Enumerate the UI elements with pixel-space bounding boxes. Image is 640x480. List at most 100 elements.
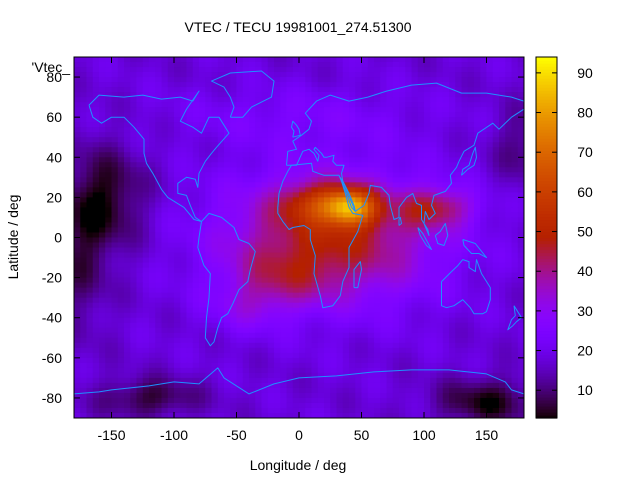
- heatmap-cell: [305, 247, 313, 254]
- heatmap-cell: [280, 282, 288, 289]
- heatmap-cell: [442, 332, 450, 339]
- heatmap-cell: [199, 232, 206, 239]
- heatmap-cell: [292, 192, 300, 198]
- heatmap-cell: [199, 127, 206, 133]
- heatmap-cell: [267, 117, 275, 123]
- heatmap-cell: [386, 347, 394, 354]
- heatmap-cell: [280, 127, 288, 133]
- heatmap-cell: [349, 197, 356, 203]
- heatmap-cell: [480, 322, 488, 329]
- heatmap-cell: [411, 137, 419, 143]
- heatmap-cell: [261, 107, 269, 113]
- heatmap-cell: [142, 92, 150, 98]
- heatmap-cell: [286, 252, 294, 259]
- heatmap-cell: [74, 142, 81, 148]
- heatmap-cell: [161, 197, 169, 203]
- heatmap-cell: [224, 317, 231, 324]
- heatmap-cell: [467, 387, 475, 394]
- heatmap-cell: [311, 282, 319, 289]
- heatmap-cell: [442, 282, 450, 289]
- heatmap-cell: [342, 167, 350, 173]
- heatmap-cell: [449, 212, 456, 219]
- heatmap-cell: [499, 387, 506, 394]
- heatmap-cell: [436, 237, 444, 244]
- heatmap-cell: [117, 372, 125, 379]
- heatmap-cell: [111, 277, 119, 284]
- heatmap-cell: [355, 92, 363, 98]
- heatmap-cell: [211, 67, 219, 73]
- heatmap-cell: [105, 262, 113, 269]
- heatmap-cell: [255, 112, 263, 118]
- heatmap-cell: [405, 82, 413, 88]
- heatmap-cell: [474, 172, 481, 178]
- heatmap-cell: [292, 147, 300, 153]
- heatmap-cell: [367, 202, 375, 209]
- heatmap-cell: [461, 342, 469, 349]
- heatmap-cell: [230, 267, 238, 274]
- heatmap-cell: [117, 82, 125, 88]
- heatmap-cell: [317, 252, 325, 259]
- heatmap-cell: [361, 147, 369, 153]
- heatmap-cell: [361, 282, 369, 289]
- heatmap-cell: [292, 72, 300, 78]
- heatmap-cell: [361, 67, 369, 73]
- heatmap-cell: [480, 217, 488, 224]
- heatmap-cell: [305, 252, 313, 259]
- heatmap-cell: [280, 67, 288, 73]
- heatmap-cell: [211, 132, 219, 138]
- heatmap-cell: [142, 187, 150, 193]
- heatmap-cell: [324, 252, 331, 259]
- heatmap-cell: [330, 202, 338, 209]
- heatmap-cell: [105, 187, 113, 193]
- heatmap-cell: [324, 362, 331, 369]
- heatmap-cell: [399, 152, 406, 158]
- heatmap-cell: [361, 227, 369, 234]
- heatmap-cell: [217, 302, 225, 309]
- heatmap-cell: [255, 212, 263, 219]
- heatmap-cell: [436, 77, 444, 83]
- heatmap-cell: [361, 142, 369, 148]
- heatmap-cell: [467, 332, 475, 339]
- heatmap-cell: [136, 257, 144, 264]
- heatmap-cell: [305, 67, 313, 73]
- heatmap-cell: [324, 292, 331, 299]
- heatmap-cell: [161, 222, 169, 229]
- heatmap-cell: [286, 302, 294, 309]
- heatmap-cell: [142, 342, 150, 349]
- heatmap-cell: [449, 392, 456, 399]
- heatmap-cell: [311, 132, 319, 138]
- heatmap-cell: [486, 167, 494, 173]
- heatmap-cell: [399, 77, 406, 83]
- heatmap-cell: [286, 222, 294, 229]
- heatmap-cell: [311, 127, 319, 133]
- heatmap-cell: [117, 102, 125, 108]
- heatmap-cell: [305, 92, 313, 98]
- heatmap-cell: [442, 212, 450, 219]
- heatmap-cell: [486, 197, 494, 203]
- heatmap-cell: [199, 57, 206, 63]
- heatmap-cell: [130, 122, 138, 128]
- heatmap-cell: [474, 307, 481, 314]
- heatmap-cell: [474, 142, 481, 148]
- heatmap-cell: [317, 107, 325, 113]
- heatmap-cell: [199, 147, 206, 153]
- heatmap-cell: [211, 227, 219, 234]
- heatmap-cell: [342, 322, 350, 329]
- heatmap-cell: [267, 147, 275, 153]
- heatmap-cell: [430, 152, 438, 158]
- heatmap-cell: [224, 342, 231, 349]
- heatmap-cell: [436, 357, 444, 364]
- heatmap-cell: [111, 392, 119, 399]
- heatmap-cell: [492, 262, 500, 269]
- heatmap-cell: [336, 377, 344, 384]
- heatmap-cell: [111, 257, 119, 264]
- heatmap-cell: [167, 307, 175, 314]
- heatmap-cell: [417, 182, 425, 188]
- heatmap-cell: [417, 92, 425, 98]
- heatmap-cell: [192, 262, 200, 269]
- heatmap-cell: [105, 277, 113, 284]
- heatmap-cell: [442, 272, 450, 279]
- heatmap-cell: [92, 77, 100, 83]
- heatmap-cell: [255, 147, 263, 153]
- heatmap-cell: [424, 297, 431, 304]
